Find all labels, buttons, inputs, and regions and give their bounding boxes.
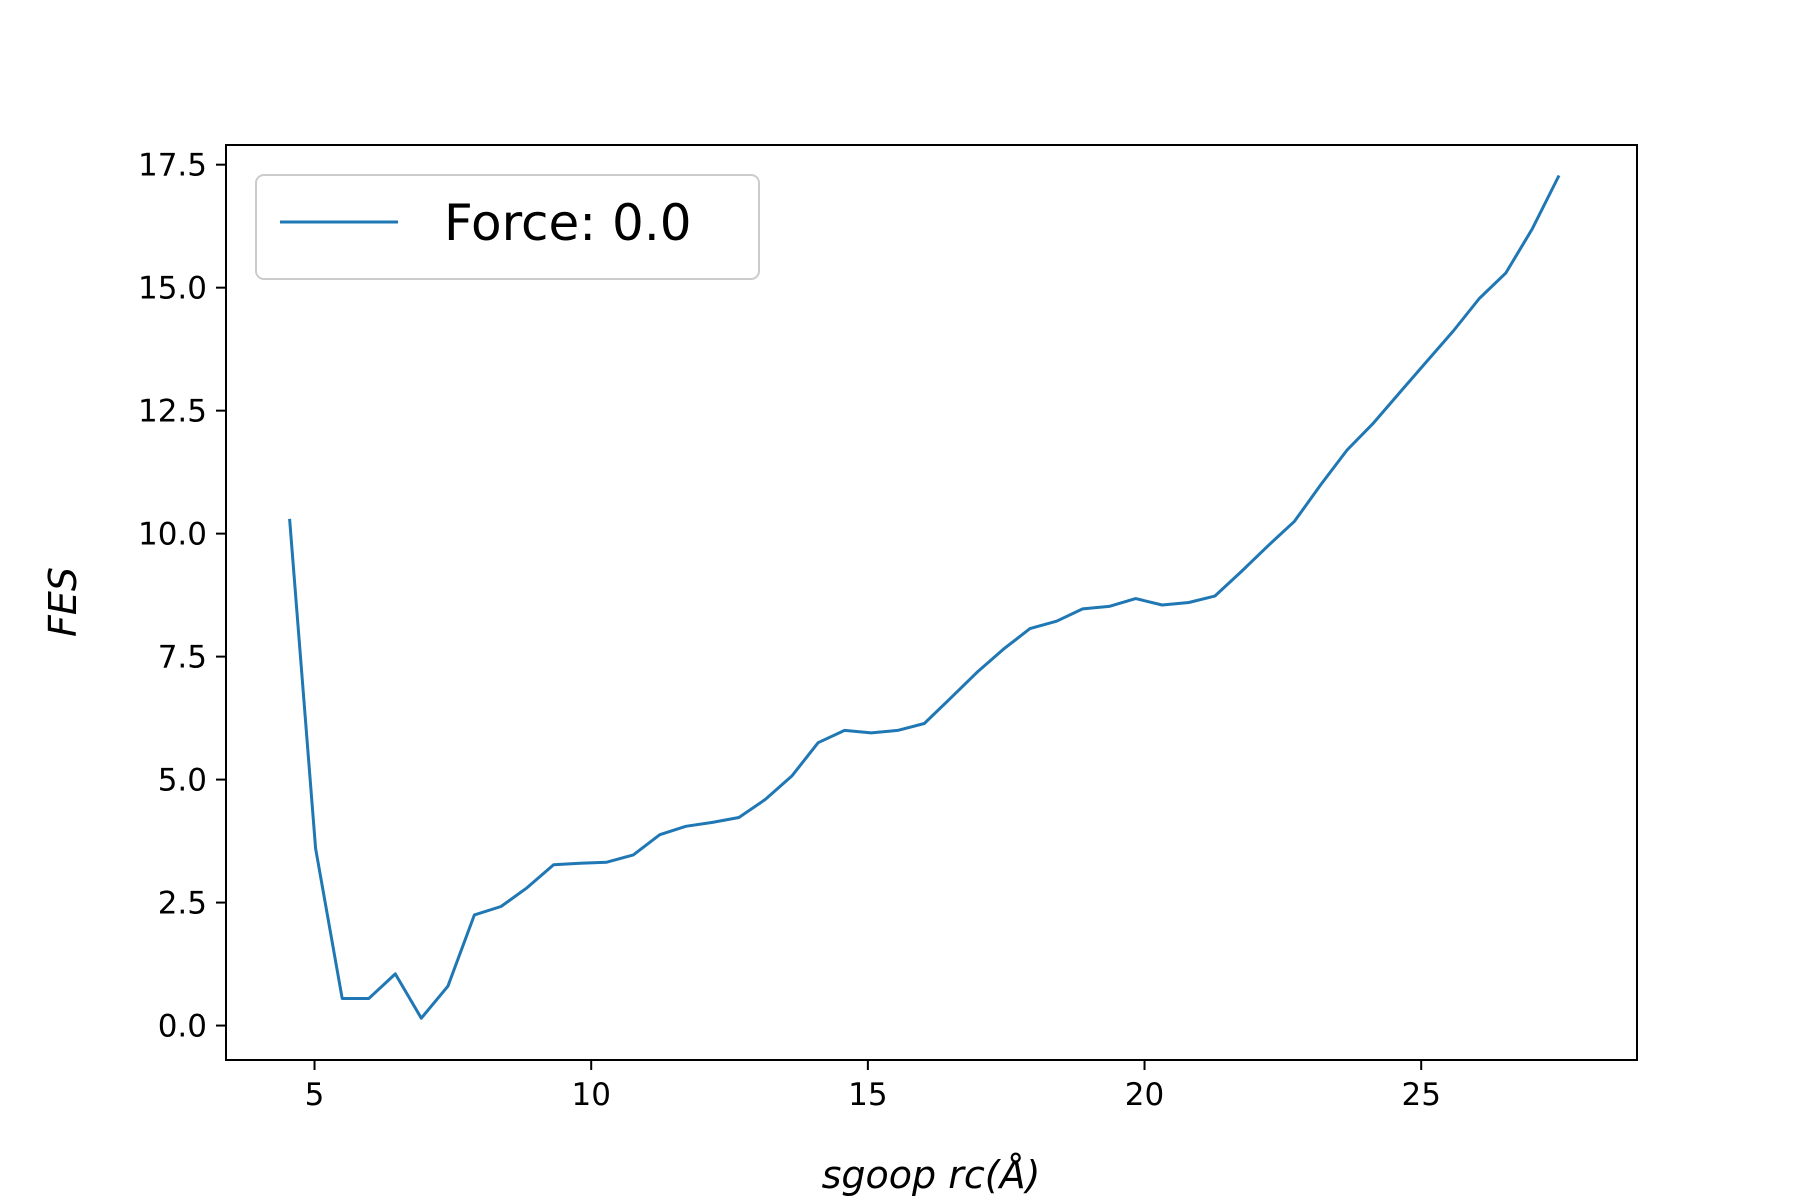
plot-frame — [225, 144, 1638, 1061]
legend-label: Force: 0.0 — [444, 194, 692, 252]
x-tick-label: 20 — [1125, 1077, 1164, 1113]
y-tick-label: 17.5 — [138, 148, 207, 184]
x-tick-label: 25 — [1401, 1077, 1440, 1113]
y-axis-title: FES — [41, 567, 85, 637]
series-line-force-0 — [288, 174, 1561, 1020]
y-tick-label: 0.0 — [158, 1009, 207, 1045]
x-tick-label: 5 — [305, 1077, 325, 1113]
axis-ticks: 5 10 15 20 25 0.0 2.5 5.0 7.5 10.0 12.5 15.0 17.5 — [138, 148, 1441, 1113]
x-axis-title: sgoop rc(Å) — [822, 1153, 1041, 1197]
legend: Force: 0.0 — [255, 174, 760, 280]
series-layer — [288, 174, 1561, 1020]
legend-box — [255, 174, 760, 280]
y-tick-label: 10.0 — [138, 517, 207, 553]
y-tick-label: 2.5 — [158, 886, 207, 922]
y-tick-label: 7.5 — [158, 640, 207, 676]
x-tick-label: 10 — [571, 1077, 610, 1113]
y-tick-label: 12.5 — [138, 394, 207, 430]
y-tick-label: 5.0 — [158, 763, 207, 799]
x-tick-label: 15 — [848, 1077, 887, 1113]
y-tick-label: 15.0 — [138, 271, 207, 307]
